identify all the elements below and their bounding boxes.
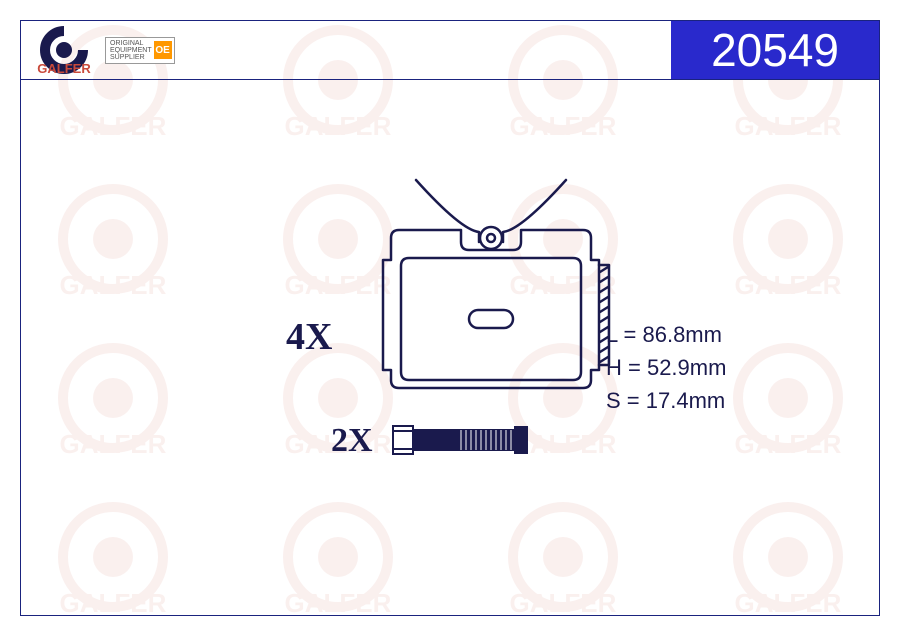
oe-label-text: ORIGINAL EQUIPMENT SUPPLIER (108, 40, 154, 61)
quantity-bolt: 2X (331, 422, 373, 460)
part-number: 20549 (711, 23, 839, 77)
bolt-diagram (391, 420, 531, 460)
brake-pad-diagram (361, 170, 621, 400)
dimensions-block: L = 86.8mm H = 52.9mm S = 17.4mm (606, 318, 726, 417)
brand-logo: GALFER ORIGINAL EQUIPMENT SUPPLIER OE (21, 25, 175, 75)
svg-text:GALFER: GALFER (37, 61, 91, 75)
dim-length: L = 86.8mm (606, 318, 726, 351)
part-number-box: 20549 (671, 21, 879, 79)
quantity-pad: 4X (286, 315, 332, 359)
dim-height: H = 52.9mm (606, 351, 726, 384)
diagram-frame: GALFER GALFER GALFER GALFER GALFER GALFE… (0, 0, 900, 636)
galfer-logo-icon: GALFER (29, 25, 99, 75)
oe-square-icon: OE (154, 41, 172, 59)
dim-thickness: S = 17.4mm (606, 384, 726, 417)
header-bar: GALFER ORIGINAL EQUIPMENT SUPPLIER OE 20… (20, 20, 880, 80)
content-area: 4X 2X (20, 80, 880, 616)
oe-badge: ORIGINAL EQUIPMENT SUPPLIER OE (105, 37, 175, 64)
